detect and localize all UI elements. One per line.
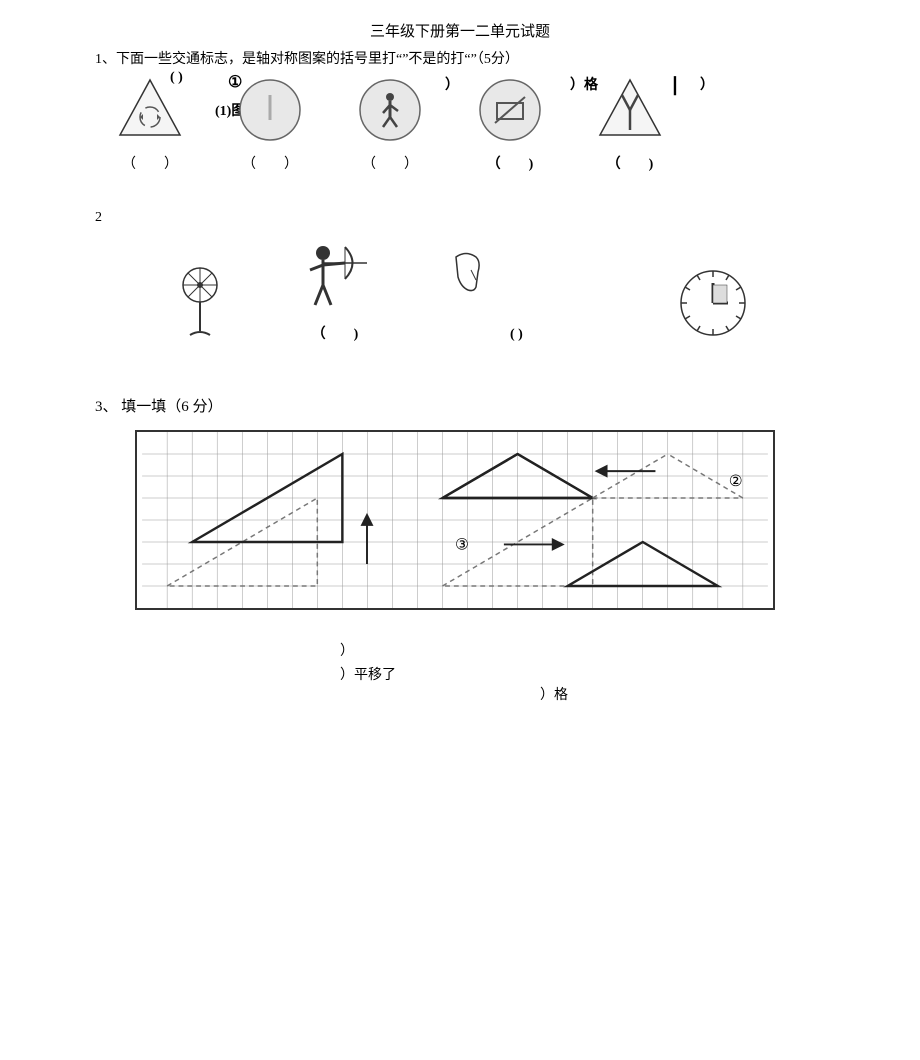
activity-1 [160,263,240,343]
sign-2-paren: （ ） [242,153,298,173]
archer-icon [295,235,375,315]
hand-icon [446,242,506,302]
circle-truck-icon [475,75,545,145]
sign-3-paren: （ ） [362,153,418,173]
sign-5-paren: （ ) [607,153,654,173]
triangle-rotate-icon [115,75,185,145]
question-1-text: 1、下面一些交通标志，是轴对称图案的括号里打“”不是的打“”（5分） [95,48,519,68]
question-2-num: 2 [95,210,102,226]
grid-diagram: ② ③ [135,430,775,610]
sign-3: （ ） [355,75,425,173]
activity-2: （ ) [295,235,375,343]
clock-icon [673,263,753,343]
circled-3-in-grid: ③ [455,536,469,553]
q3-body: 填一填（6 分） [121,399,222,415]
activity-2-paren: （ ) [312,323,359,343]
circle-plain-icon [235,75,305,145]
q3-ans3: ）格 [540,684,568,708]
page-title: 三年级下册第一二单元试题 [0,0,920,41]
circle-pedestrian-icon [355,75,425,145]
traffic-signs-row: （ ） （ ） （ ） （ ) [115,75,715,173]
sign-4: （ ) [475,75,545,173]
q1-body: 下面一些交通标志，是轴对称图案的括号里打“”不是的打“”（5分） [116,52,519,67]
grid-svg: ② ③ [137,432,773,608]
q3-ans2: ）平移了 [340,664,568,688]
q3-ans1: ） [340,640,568,664]
activity-3-paren: ( ) [510,327,523,343]
q3-answers: ） ）平移了 ）格 [340,640,568,708]
sign-4-paren: （ ) [487,153,534,173]
q1-num: 1、 [95,52,116,67]
sign-1-paren: （ ） [122,153,178,173]
sign-5: （ ) [595,75,665,173]
activity-4 [673,263,753,343]
question-3-text: 3、 填一填（6 分） [95,395,223,416]
sign-2: （ ） [235,75,305,173]
fan-icon [160,263,240,343]
activity-3: ( ) [430,242,523,343]
sign-1: （ ） [115,75,185,173]
circled-2-in-grid: ② [729,473,743,490]
triangle-split-icon [595,75,665,145]
q3-num: 3、 [95,399,118,415]
activity-row: （ ) ( ) [160,235,760,343]
